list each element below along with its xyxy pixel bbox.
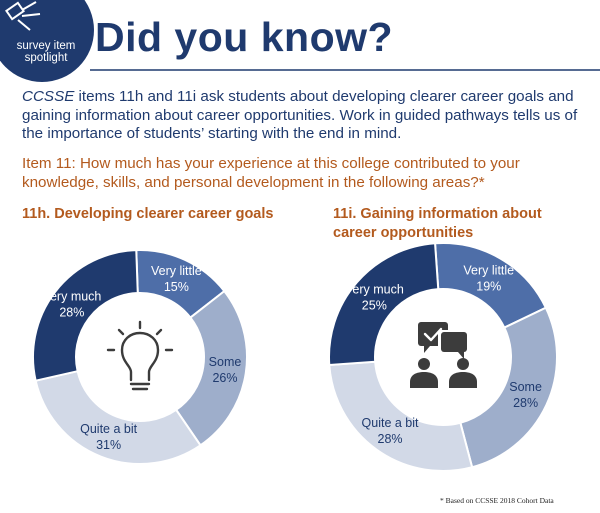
badge-line-2: spotlight [24,52,68,64]
intro-text: items 11h and 11i ask students about dev… [22,88,578,142]
survey-question: Item 11: How much has your experience at… [22,155,520,191]
slice-label-11h-very-much: Very much [42,290,101,304]
slice-11h-very-much [32,249,139,382]
slice-label-11i-some: Some [509,380,542,394]
slice-value-11h-very-little: 15% [164,280,189,294]
chart-title-11h: 11h. Developing clearer career goals [22,206,274,222]
slice-label-11h-quite-a-bit: Quite a bit [80,422,138,436]
slice-value-11i-quite-a-bit: 28% [378,432,403,446]
intro-paragraph: CCSSE items 11h and 11i ask students abo… [22,88,582,144]
slice-11i-very-much [328,242,440,367]
slice-value-11h-some: 26% [212,371,237,385]
slice-value-11i-very-little: 19% [476,279,501,293]
slice-11i-quite-a-bit [328,360,474,472]
slice-label-11i-very-little: Very little [463,263,514,277]
slice-value-11i-very-much: 25% [362,298,387,312]
page-title: Did you know? [95,14,394,60]
slice-label-11i-quite-a-bit: Quite a bit [362,416,420,430]
slice-label-11h-some: Some [209,355,242,369]
chart-title-11i: 11i. Gaining information about career op… [333,206,542,241]
slice-11h-some [174,289,248,447]
slice-value-11h-very-much: 28% [59,306,84,320]
header-band [0,0,600,75]
slice-label-11h-very-little: Very little [151,264,202,278]
badge-label: survey item spotlight [0,40,92,64]
slice-11h-quite-a-bit [34,369,202,465]
slice-value-11i-some: 28% [513,396,538,410]
slice-value-11h-quite-a-bit: 31% [96,438,121,452]
footnote: * Based on CCSSE 2018 Cohort Data [440,496,554,505]
spotlight-icon [5,1,41,31]
badge-line-1: survey item [16,40,76,52]
survey-spotlight-badge [0,0,94,82]
slice-11i-some [459,306,558,469]
slice-label-11i-very-much: Very much [345,282,404,296]
intro-survey-name: CCSSE [22,88,75,105]
